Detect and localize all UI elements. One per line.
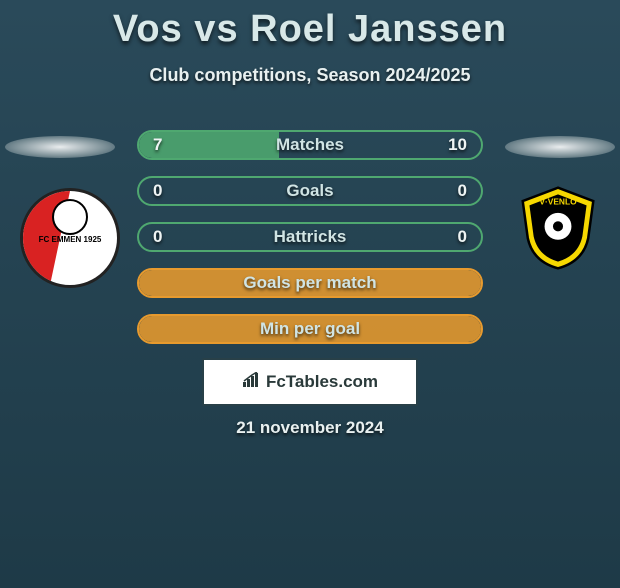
stat-right-value: 0 (458, 181, 467, 201)
player-shadow-left (5, 136, 115, 158)
stat-label: Goals per match (243, 273, 376, 293)
bar-chart-icon (242, 372, 262, 393)
stat-label: Matches (276, 135, 344, 155)
svg-text:V·VENLO: V·VENLO (539, 196, 577, 206)
page-title: Vos vs Roel Janssen (0, 8, 620, 51)
stat-row-goals-per-match: Goals per match (137, 268, 483, 298)
club-badge-right: V·VENLO (516, 186, 600, 270)
player-shadow-right (505, 136, 615, 158)
attribution-box[interactable]: FcTables.com (202, 358, 418, 406)
stat-row-matches: 7 Matches 10 (137, 130, 483, 160)
stat-left-value: 0 (153, 181, 162, 201)
stat-right-value: 10 (448, 135, 467, 155)
stat-label: Goals (286, 181, 333, 201)
stat-left-value: 7 (153, 135, 162, 155)
club-badge-left: FC EMMEN 1925 (20, 188, 120, 288)
stat-label: Min per goal (260, 319, 360, 339)
stat-label: Hattricks (274, 227, 347, 247)
stat-row-goals: 0 Goals 0 (137, 176, 483, 206)
soccer-ball-icon (52, 199, 88, 235)
stat-row-hattricks: 0 Hattricks 0 (137, 222, 483, 252)
stat-left-value: 0 (153, 227, 162, 247)
stat-right-value: 0 (458, 227, 467, 247)
badge-left-label: FC EMMEN 1925 (23, 235, 117, 244)
stats-panel: 7 Matches 10 0 Goals 0 0 Hattricks 0 Goa… (137, 130, 483, 360)
subtitle: Club competitions, Season 2024/2025 (0, 65, 620, 86)
date-label: 21 november 2024 (0, 418, 620, 438)
attribution-text: FcTables.com (266, 372, 378, 392)
stat-row-min-per-goal: Min per goal (137, 314, 483, 344)
